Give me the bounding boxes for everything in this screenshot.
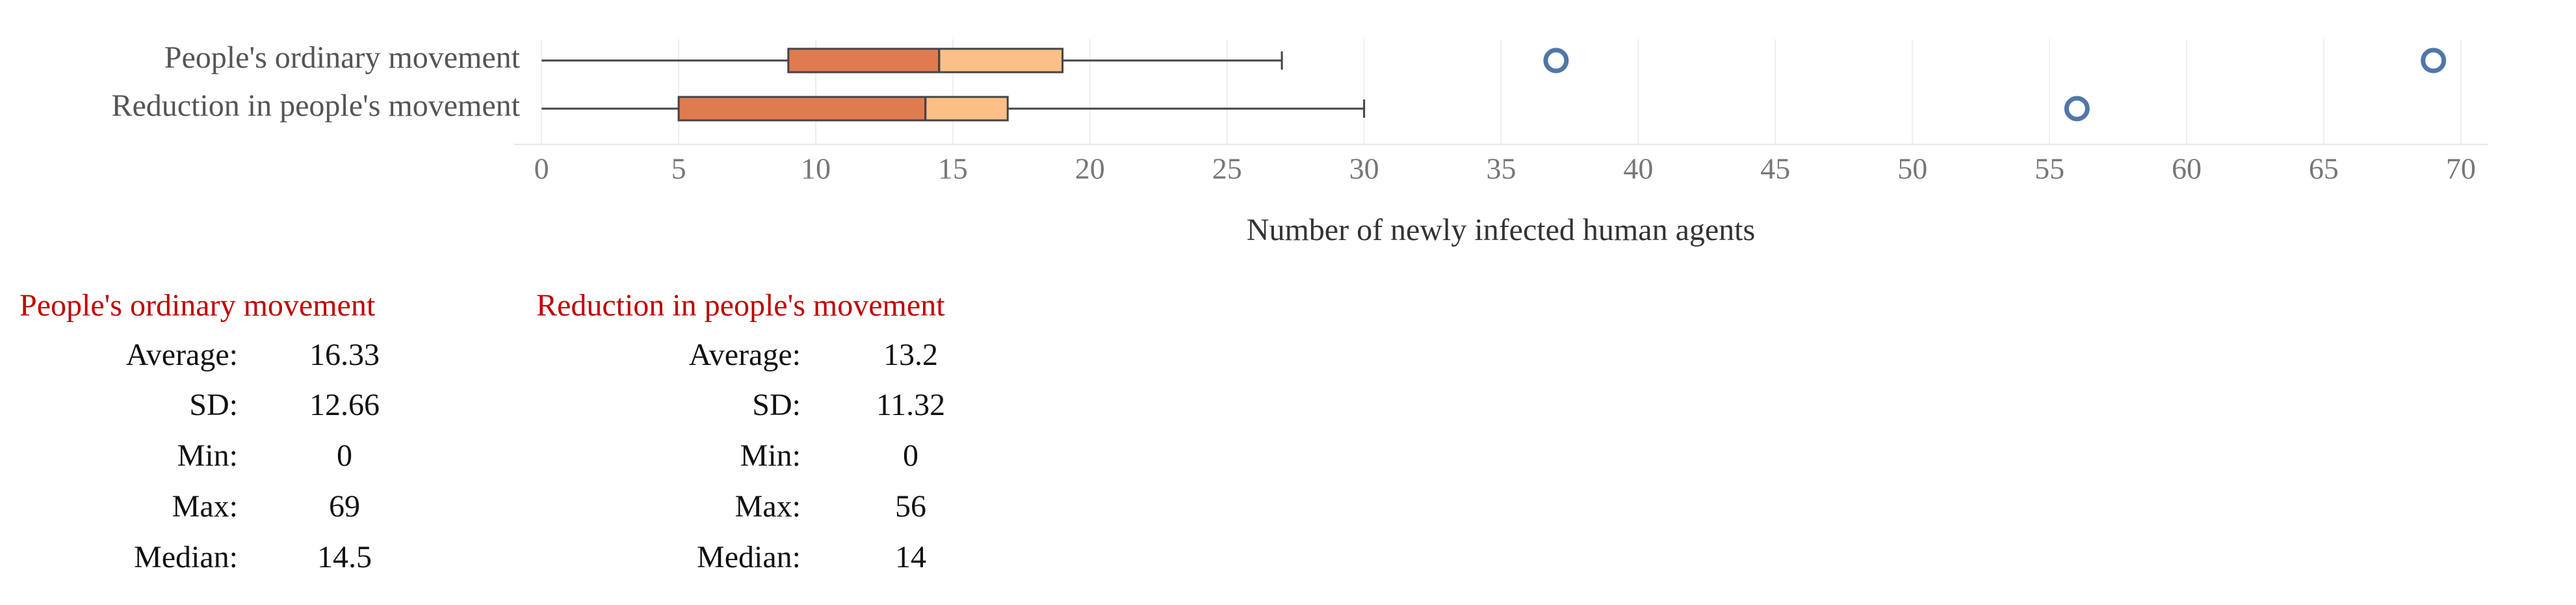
stats-label: Median: bbox=[134, 540, 238, 574]
x-tick-label: 10 bbox=[801, 152, 831, 185]
box-lower bbox=[787, 47, 941, 74]
x-tick-label: 55 bbox=[2035, 152, 2064, 185]
stats-value: 14.5 bbox=[317, 540, 372, 574]
stats-label: SD: bbox=[189, 388, 238, 422]
x-tick-label: 5 bbox=[671, 152, 686, 185]
outlier bbox=[2064, 96, 2090, 122]
x-tick-label: 60 bbox=[2172, 152, 2202, 185]
x-axis-title: Number of newly infected human agents bbox=[1247, 213, 1755, 247]
x-tick-label: 35 bbox=[1487, 152, 1516, 185]
x-tick-label: 0 bbox=[534, 152, 549, 185]
outlier bbox=[2421, 47, 2447, 74]
stats-title: People's ordinary movement bbox=[20, 288, 376, 323]
stats-label: Median: bbox=[697, 540, 801, 574]
x-tick-label: 70 bbox=[2446, 152, 2476, 185]
box-lower bbox=[677, 96, 927, 122]
stats-label: Max: bbox=[735, 489, 801, 524]
category-label: Reduction in people's movement bbox=[111, 88, 520, 123]
x-tick-label: 45 bbox=[1760, 152, 1790, 185]
category-label: People's ordinary movement bbox=[164, 40, 521, 75]
stats-value: 0 bbox=[337, 438, 352, 473]
stats-title: Reduction in people's movement bbox=[536, 288, 945, 323]
stats-label: Min: bbox=[740, 438, 801, 473]
stats-value: 11.32 bbox=[876, 388, 945, 422]
outlier bbox=[1543, 47, 1569, 74]
x-tick-label: 30 bbox=[1349, 152, 1379, 185]
box-upper bbox=[924, 96, 1009, 122]
x-tick-label: 40 bbox=[1623, 152, 1653, 185]
stats-label: Max: bbox=[172, 489, 238, 524]
stats-label: Average: bbox=[126, 338, 238, 372]
x-tick-label: 15 bbox=[938, 152, 968, 185]
x-tick-label: 65 bbox=[2309, 152, 2339, 185]
stats-label: Average: bbox=[689, 338, 801, 372]
stats-value: 14 bbox=[895, 540, 926, 574]
x-tick-label: 20 bbox=[1075, 152, 1105, 185]
stats-label: SD: bbox=[752, 388, 801, 422]
stats-value: 56 bbox=[895, 489, 926, 524]
stats-value: 0 bbox=[903, 438, 918, 473]
stats-label: Min: bbox=[177, 438, 238, 473]
stats-value: 69 bbox=[329, 489, 360, 524]
x-tick-label: 25 bbox=[1212, 152, 1242, 185]
x-tick-label: 50 bbox=[1897, 152, 1927, 185]
stats-value: 16.33 bbox=[309, 338, 380, 372]
box-upper bbox=[938, 47, 1064, 74]
stats-value: 13.2 bbox=[883, 338, 938, 372]
stats-value: 12.66 bbox=[309, 388, 380, 422]
